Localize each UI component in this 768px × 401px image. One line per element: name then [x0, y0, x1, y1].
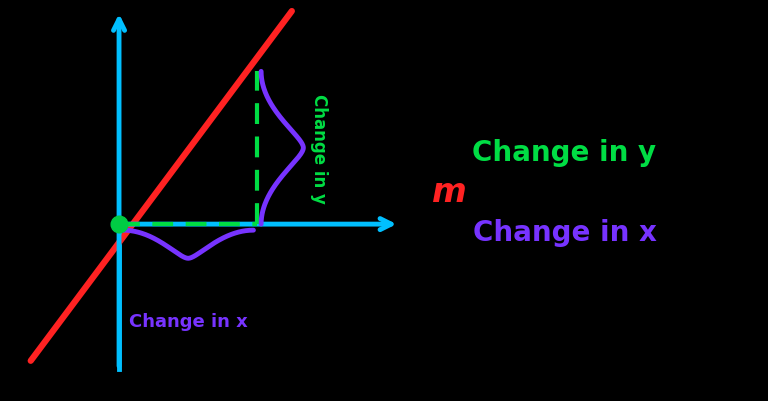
Text: Change in y: Change in y: [310, 93, 328, 203]
Text: Change in x: Change in x: [472, 219, 657, 247]
Text: Change in y: Change in y: [472, 138, 657, 166]
Text: Change in x: Change in x: [129, 312, 247, 330]
Text: m: m: [432, 176, 467, 209]
